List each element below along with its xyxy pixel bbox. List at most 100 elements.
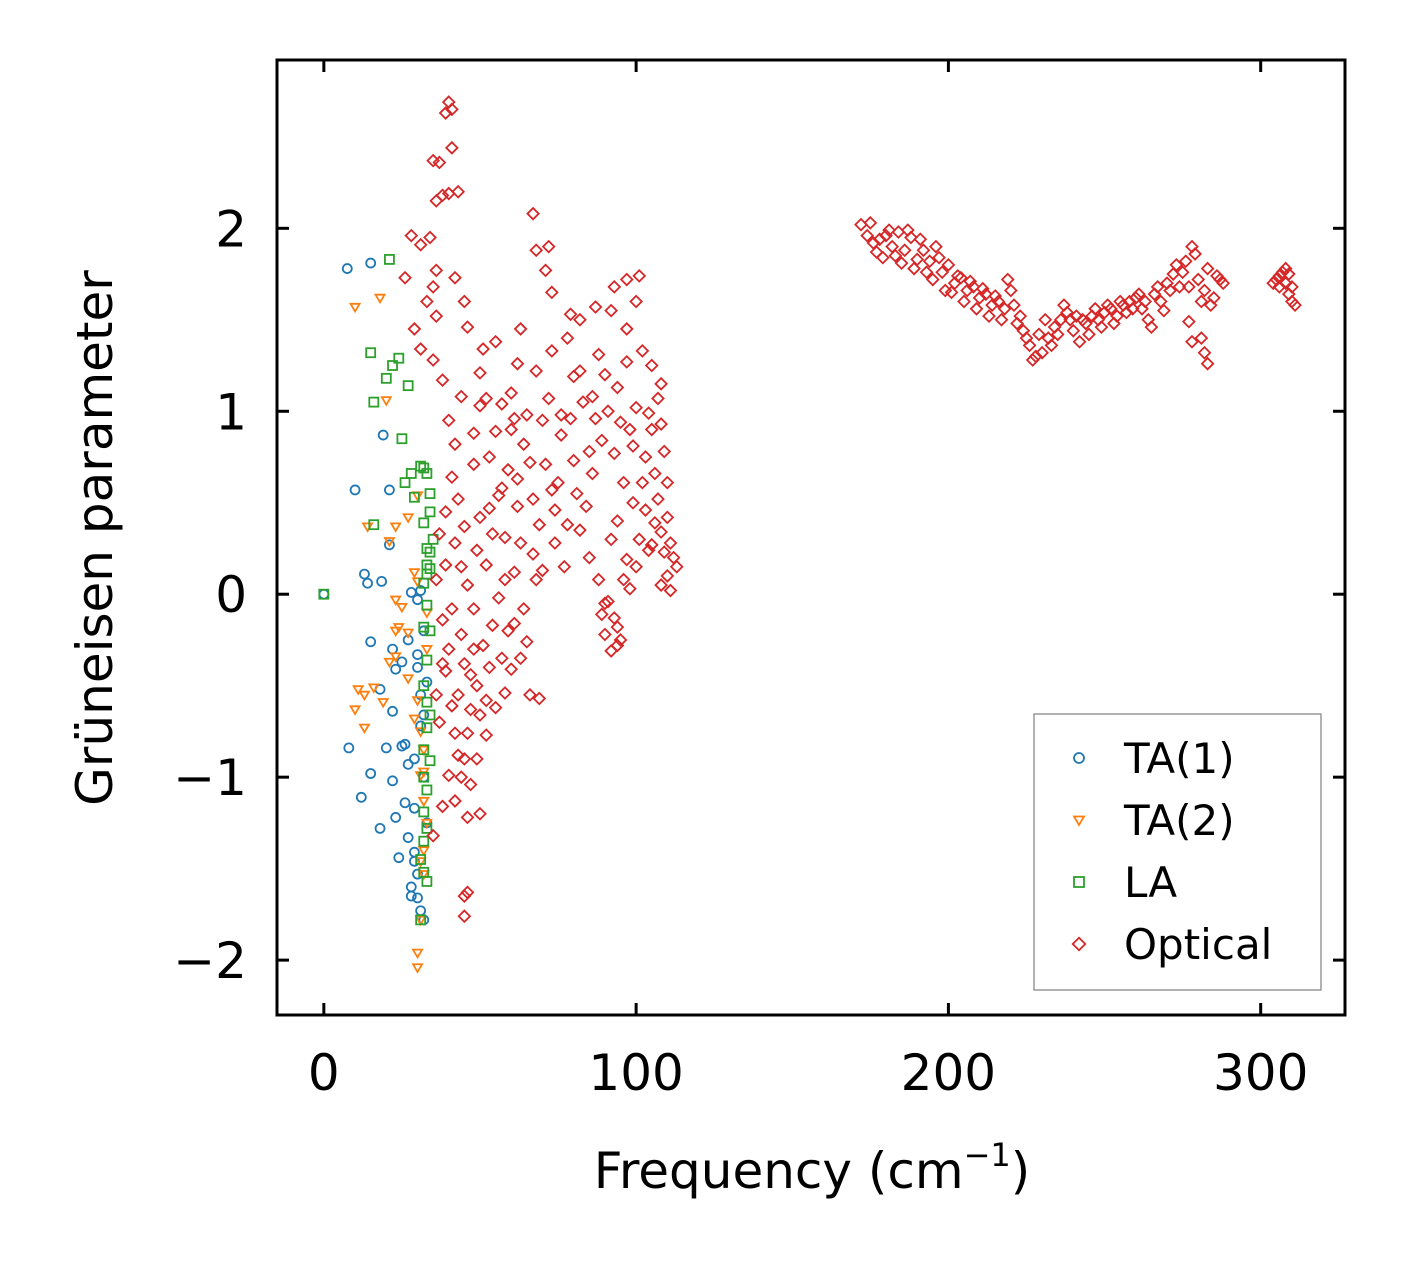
data-point	[432, 155, 447, 170]
data-point	[1100, 298, 1115, 313]
data-point	[1144, 320, 1159, 335]
axis-ticks	[277, 60, 1345, 1015]
data-point	[997, 301, 1012, 316]
data-point	[513, 651, 528, 666]
data-point	[424, 709, 436, 721]
data-point	[441, 413, 456, 428]
data-point	[429, 309, 444, 324]
data-point	[418, 771, 430, 783]
data-point	[407, 322, 422, 336]
data-point	[451, 184, 466, 199]
data-point	[1082, 327, 1096, 342]
data-point	[569, 486, 584, 501]
data-point	[629, 400, 644, 415]
data-point	[651, 492, 665, 506]
data-point	[417, 745, 430, 756]
data-point	[972, 290, 987, 305]
data-point	[619, 552, 634, 567]
data-point	[507, 565, 522, 580]
data-point	[402, 832, 414, 843]
data-point	[504, 662, 519, 677]
data-point	[660, 569, 675, 583]
data-point	[576, 395, 590, 410]
data-point	[1278, 276, 1293, 291]
data-point	[387, 360, 398, 371]
data-point	[415, 460, 427, 472]
data-point	[654, 578, 669, 592]
data-point	[950, 268, 965, 283]
data-point	[444, 601, 459, 616]
data-point	[563, 307, 578, 322]
data-point	[435, 799, 450, 814]
data-point	[435, 373, 450, 388]
data-point	[1044, 338, 1059, 353]
data-point	[421, 696, 433, 708]
data-point	[551, 475, 565, 490]
data-point	[669, 559, 684, 574]
data-point	[526, 206, 540, 221]
data-point	[875, 250, 890, 265]
data-point	[597, 596, 612, 611]
y-tick-label: 1	[215, 383, 247, 441]
data-point	[644, 537, 659, 552]
data-point	[523, 455, 537, 470]
data-point	[863, 215, 878, 230]
data-point	[657, 545, 672, 560]
data-point	[582, 550, 597, 565]
data-point	[541, 391, 556, 406]
data-point	[513, 322, 528, 336]
data-point	[526, 492, 540, 506]
data-point	[548, 536, 562, 550]
data-point	[957, 294, 971, 309]
data-point	[488, 700, 503, 715]
data-point	[341, 263, 353, 274]
data-point	[418, 744, 430, 756]
data-point	[417, 870, 430, 881]
data-point	[532, 517, 547, 532]
data-point	[415, 720, 427, 732]
data-point	[488, 334, 503, 349]
data-point	[358, 723, 371, 735]
legend: TA(1) TA(2) LA Optical	[1033, 713, 1322, 991]
data-point	[888, 248, 903, 263]
data-point	[476, 638, 491, 653]
data-point	[894, 256, 909, 270]
data-point	[498, 530, 512, 545]
data-point	[485, 526, 500, 541]
data-point	[405, 890, 417, 902]
data-point	[421, 822, 433, 834]
data-point	[913, 232, 928, 247]
data-point	[444, 698, 459, 713]
data-point	[504, 422, 519, 437]
data-point	[438, 558, 453, 572]
data-point	[579, 499, 594, 514]
data-point	[374, 822, 386, 834]
data-point	[1007, 298, 1021, 313]
data-point	[415, 914, 427, 926]
data-point	[402, 513, 415, 524]
data-point	[1185, 334, 1199, 349]
data-point	[1197, 283, 1212, 298]
data-point	[408, 714, 421, 725]
data-point	[925, 272, 940, 287]
data-point	[318, 588, 330, 600]
data-point	[457, 889, 472, 903]
data-point	[507, 616, 522, 631]
data-point	[988, 289, 1003, 303]
data-point	[1053, 312, 1068, 327]
data-point	[457, 519, 472, 534]
data-point	[601, 404, 615, 419]
data-point	[424, 755, 436, 767]
data-point	[535, 563, 550, 578]
data-point	[616, 572, 631, 587]
data-point	[457, 751, 472, 766]
y-axis-title: Grüneisen parameter	[66, 270, 124, 806]
legend-box	[1033, 713, 1322, 991]
data-point	[418, 680, 430, 692]
data-point	[432, 715, 447, 730]
series-optical	[398, 95, 1302, 924]
data-point	[423, 230, 437, 245]
data-point	[389, 595, 402, 606]
data-point	[429, 687, 444, 702]
data-point	[1103, 301, 1118, 316]
